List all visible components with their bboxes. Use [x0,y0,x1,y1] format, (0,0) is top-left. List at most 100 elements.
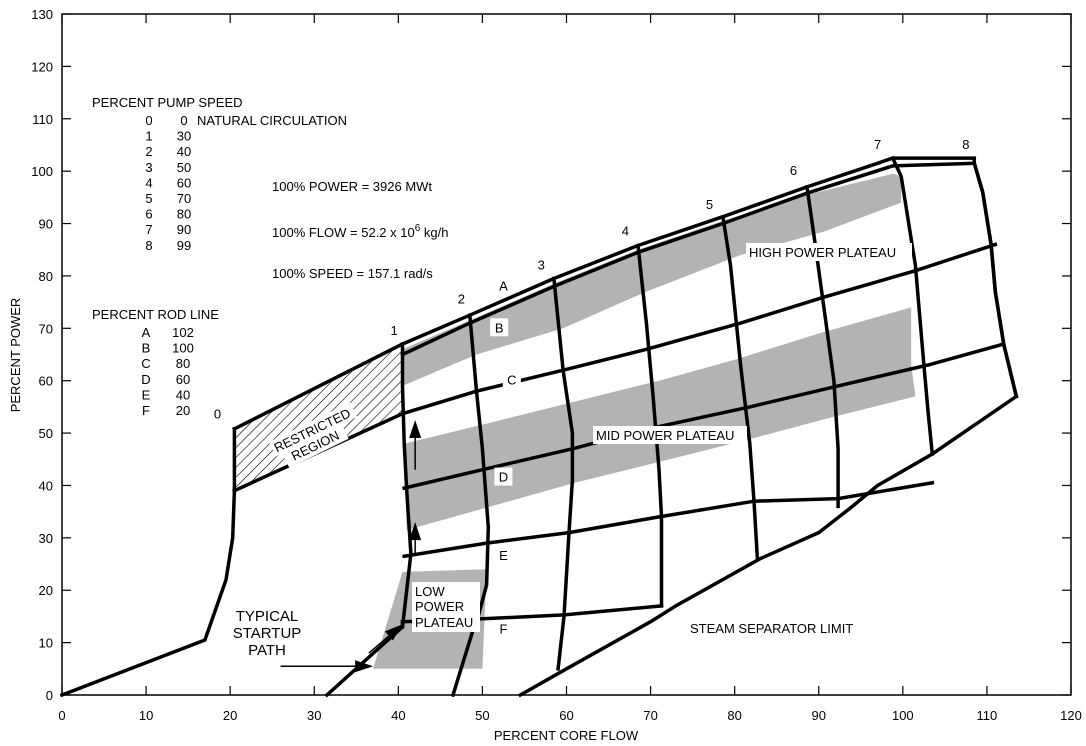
rod-line-c [232,242,998,494]
legend-rod-title: PERCENT ROD LINE [92,307,219,322]
note-flow: 100% FLOW = 52.2 x 106 kg/h [272,223,448,240]
legend-pump-id: 3 [145,160,152,175]
legend-pump-row: 7 90 [145,222,191,237]
legend-pump-id: 5 [145,191,152,206]
y-tick-label: 70 [39,321,53,336]
legend-pump-id: 4 [145,175,152,190]
legend-rod-value: 60 [176,372,190,387]
y-tick-label: 30 [39,531,53,546]
x-tick-label: 110 [977,708,998,723]
pump-speed-marker-5: 5 [706,197,713,212]
rod-line-marker-f: F [499,622,507,637]
legend-pump-title: PERCENT PUMP SPEED [92,95,243,110]
pump-speed-marker-3: 3 [538,257,545,272]
legend-pump-value: 70 [177,191,191,206]
pump-speed-marker-6: 6 [790,163,797,178]
legend-pump-id: 1 [145,129,152,144]
pump-speed-line-8 [972,161,1019,399]
rod-line-marker-c: C [507,373,516,388]
legend-pump-speed: PERCENT PUMP SPEED 0 0 NATURAL CIRCULATION… [92,95,347,253]
rod-line-b [400,161,977,357]
high-power-plateau-area [402,173,902,386]
legend-rod-row: A 102 [142,325,194,340]
legend-rod-value: 100 [172,341,194,356]
pump-speed-marker-2: 2 [458,291,465,306]
startup-arrow [409,522,422,554]
pump-speed-line-7 [890,155,935,456]
legend-pump-row: 4 60 [145,175,191,190]
y-tick-label: 0 [46,688,53,703]
legend-pump-row: 0 0 NATURAL CIRCULATION [145,113,347,128]
high-power-plateau-label: HIGH POWER PLATEAU [749,245,896,260]
legend-pump-value: 40 [177,144,191,159]
rod-line-d [402,341,1006,491]
legend-pump-value: 0 [180,113,187,128]
pump-speed-line-3 [551,276,575,671]
x-tick-label: 60 [559,708,573,723]
note-speed: 100% SPEED = 157.1 rad/s [272,266,433,281]
natural-circulation-startup-curve [59,488,237,698]
legend-pump-value: 80 [177,207,191,222]
legend-rod-row: F 20 [142,403,190,418]
x-tick-label: 40 [391,708,405,723]
legend-pump-row: 6 80 [145,207,191,222]
x-tick-label: 30 [307,708,321,723]
startup-path-label-3: PATH [248,642,286,659]
legend-pump-value: 50 [177,160,191,175]
legend-pump-id: 2 [145,144,152,159]
legend-rod-id: A [142,325,151,340]
x-tick-label: 10 [139,708,153,723]
steam-separator-limit-line [517,393,1019,698]
x-tick-label: 90 [812,708,826,723]
pump-speed-marker-7: 7 [874,137,881,152]
legend-rod-value: 80 [176,356,190,371]
note-power: 100% POWER = 3926 MWt [272,179,432,194]
legend-pump-id: 0 [145,113,152,128]
legend-rod-id: F [142,403,150,418]
low-plateau-label-2: POWER [415,599,464,614]
rod-line-marker-d: D [499,470,508,485]
legend-rod-id: E [142,387,151,402]
axis-ticks: 0 10 20 30 40 50 60 70 80 90 100 110 120010203040506… [31,7,1082,723]
legend-pump-row: 2 40 [145,144,191,159]
y-tick-label: 130 [31,7,53,22]
low-plateau-entry-line [324,619,405,698]
region-labels: RESTRICTED REGION HIGH POWER PLATEAU MID… [233,243,912,659]
legend-rod-rows: A 102 B 100 C 80 D 60 E 40 F 20 [141,325,194,418]
legend-rod-value: 40 [176,387,190,402]
y-axis-title: PERCENT POWER [8,298,23,413]
reference-notes: 100% POWER = 3926 MWt 100% FLOW = 52.2 x… [272,179,448,281]
legend-rod-row: D 60 [141,372,190,387]
startup-path-label-1: TYPICAL [236,608,299,625]
mid-power-plateau-area [404,307,916,530]
y-tick-label: 20 [39,583,53,598]
pump-speed-line-1 [400,342,413,629]
rod-line-marker-c-bg [502,370,521,389]
legend-pump-value: 60 [177,175,191,190]
legend-rod-id: B [142,341,151,356]
low-plateau-label-1: LOW [415,584,445,599]
legend-pump-row: 1 30 [145,129,191,144]
note-flow-exponent: 6 [415,223,421,234]
legend-rod-line: PERCENT ROD LINE A 102 B 100 C 80 D 60 E 40 F 20 [92,307,219,418]
legend-pump-note: NATURAL CIRCULATION [197,113,347,128]
startup-arrow [409,419,422,470]
x-tick-label: 0 [58,708,65,723]
y-tick-label: 120 [31,59,53,74]
rod-line-marker-b: B [495,320,504,335]
x-tick-label: 80 [727,708,741,723]
x-tick-label: 120 [1060,708,1082,723]
pump-speed-line-5 [720,214,760,561]
legend-rod-row: E 40 [142,387,191,402]
legend-rod-value: 102 [172,325,194,340]
pump-speed-line-6 [805,184,840,509]
x-tick-label: 100 [892,708,914,723]
y-tick-label: 110 [32,112,53,127]
legend-pump-row: 5 70 [145,191,191,206]
legend-rod-row: C 80 [141,356,190,371]
y-tick-label: 50 [39,426,53,441]
y-tick-label: 10 [39,636,53,651]
legend-pump-value: 90 [177,222,191,237]
legend-pump-row: 3 50 [145,160,191,175]
